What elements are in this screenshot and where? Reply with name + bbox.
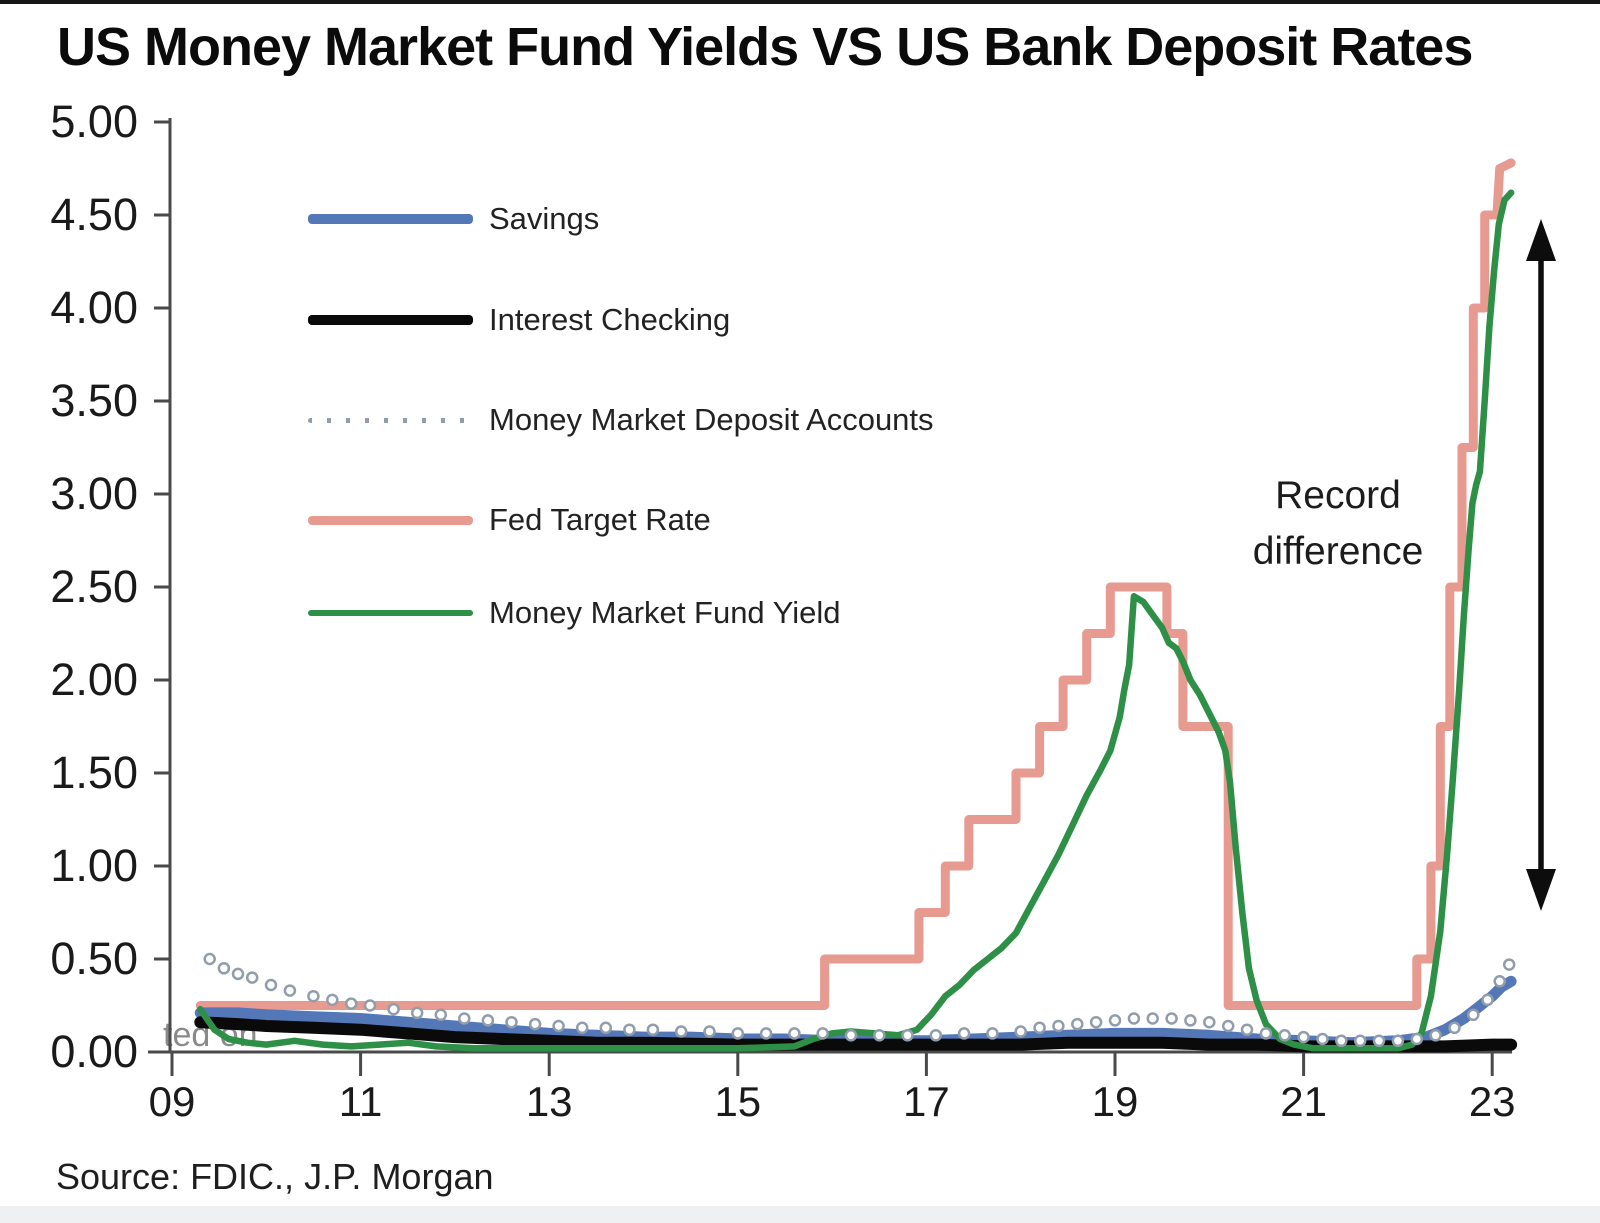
- legend-label: Savings: [489, 201, 600, 236]
- interest-checking-line-swatch: [308, 315, 473, 325]
- svg-text:0.50: 0.50: [50, 933, 138, 984]
- svg-text:15: 15: [714, 1078, 761, 1125]
- svg-text:19: 19: [1092, 1078, 1139, 1125]
- svg-text:2.00: 2.00: [50, 654, 138, 705]
- arrow-head-up: [1526, 219, 1556, 261]
- fed-target-line-swatch: [308, 515, 473, 525]
- record-difference-annotation: Record difference: [1238, 468, 1438, 580]
- svg-text:4.50: 4.50: [50, 189, 138, 240]
- svg-text:1.50: 1.50: [50, 747, 138, 798]
- svg-text:13: 13: [526, 1078, 573, 1125]
- chart-legend: Savings Interest Checking Money Market D…: [308, 196, 968, 646]
- double-headed-arrow: [1526, 219, 1556, 911]
- svg-text:11: 11: [339, 1078, 383, 1125]
- annotation-line-2: difference: [1252, 530, 1424, 573]
- svg-text:3.50: 3.50: [50, 375, 138, 426]
- legend-item-interest-checking: Interest Checking: [308, 300, 730, 340]
- legend-item-fed-target-rate: Fed Target Rate: [308, 500, 711, 540]
- legend-item-money-market-fund-yield: Money Market Fund Yield: [308, 593, 841, 633]
- legend-label: Fed Target Rate: [489, 502, 711, 537]
- arrow-head-down: [1526, 869, 1556, 911]
- legend-label: Money Market Fund Yield: [489, 595, 841, 630]
- chart-title: US Money Market Fund Yields VS US Bank D…: [57, 17, 1473, 77]
- legend-item-savings: Savings: [308, 199, 599, 239]
- svg-text:09: 09: [149, 1078, 196, 1125]
- svg-text:1.00: 1.00: [50, 840, 138, 891]
- svg-text:17: 17: [903, 1078, 950, 1125]
- svg-text:4.00: 4.00: [50, 282, 138, 333]
- bottom-bar: [0, 1206, 1600, 1223]
- legend-item-money-market-deposit-accounts: Money Market Deposit Accounts: [308, 400, 934, 440]
- svg-text:0.00: 0.00: [50, 1026, 138, 1077]
- savings-line-swatch: [308, 214, 473, 224]
- svg-text:5.00: 5.00: [50, 96, 138, 147]
- legend-label: Money Market Deposit Accounts: [489, 402, 934, 437]
- source-caption: Source: FDIC., J.P. Morgan: [56, 1156, 494, 1197]
- top-edge-bar: [0, 0, 1600, 4]
- annotation-line-1: Record: [1275, 474, 1401, 517]
- svg-text:3.00: 3.00: [50, 468, 138, 519]
- legend-label: Interest Checking: [489, 302, 731, 337]
- mmda-dotted-swatch: [308, 417, 473, 423]
- mmf-yield-line-swatch: [308, 609, 473, 617]
- svg-text:21: 21: [1280, 1078, 1327, 1125]
- svg-text:23: 23: [1469, 1078, 1516, 1125]
- svg-text:2.50: 2.50: [50, 561, 138, 612]
